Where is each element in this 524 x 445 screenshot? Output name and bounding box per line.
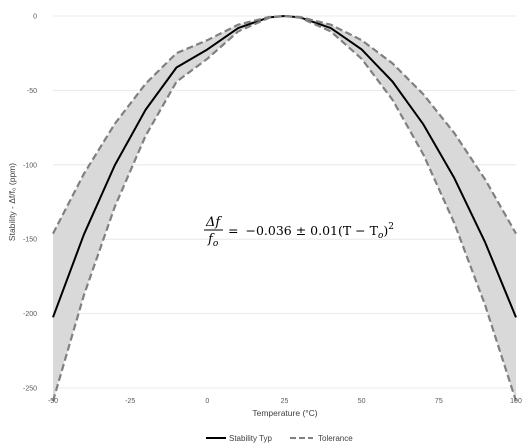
formula-denominator-sub: o	[213, 239, 219, 249]
formula-rhs-close: )	[383, 223, 388, 238]
legend-label-stability-typ: Stability Typ	[229, 434, 273, 443]
y-tick-label: 0	[33, 14, 37, 21]
x-axis-title: Temperature (°C)	[252, 408, 317, 418]
legend-label-tolerance: Tolerance	[318, 434, 353, 443]
x-tick-label: -25	[125, 398, 135, 405]
series-line-tolerance-lower	[51, 14, 518, 402]
formula-rhs: = −0.036 ± 0.01(T − To)2	[228, 222, 394, 241]
x-tick-label: 0	[205, 398, 209, 405]
x-tick-labels: -50 -25 0 25 50 75 100	[48, 398, 522, 405]
y-tick-label: -50	[27, 88, 37, 95]
x-tick-label: 75	[435, 398, 443, 405]
y-tick-label: -200	[23, 311, 37, 318]
formula-denominator: fo	[207, 232, 219, 249]
x-tick-label: -50	[48, 398, 58, 405]
formula-numerator: Δf	[205, 215, 222, 230]
y-tick-label: -150	[23, 237, 37, 244]
y-axis-title: Stability - Δf/f₀ (ppm)	[7, 163, 17, 241]
legend: Stability Typ Tolerance	[206, 434, 353, 443]
y-tick-label: -100	[23, 162, 37, 169]
x-tick-label: 100	[510, 398, 522, 405]
formula-denominator-base: f	[207, 232, 215, 247]
formula-rhs-sub: o	[378, 231, 384, 241]
tolerance-band	[53, 16, 516, 402]
y-tick-labels: 0 -50 -100 -150 -200 -250	[23, 14, 37, 393]
formula-rhs-prefix: −0.036 ± 0.01(T − T	[245, 223, 378, 238]
formula-equals: =	[228, 223, 238, 238]
series-line-tolerance-upper	[52, 14, 517, 235]
formula-annotation: Δf fo = −0.036 ± 0.01(T − To)2	[204, 215, 394, 249]
formula-rhs-exp: 2	[388, 222, 394, 232]
y-tick-label: -250	[23, 386, 37, 393]
series-lines	[51, 14, 518, 402]
x-tick-label: 50	[358, 398, 366, 405]
x-tick-label: 25	[281, 398, 289, 405]
